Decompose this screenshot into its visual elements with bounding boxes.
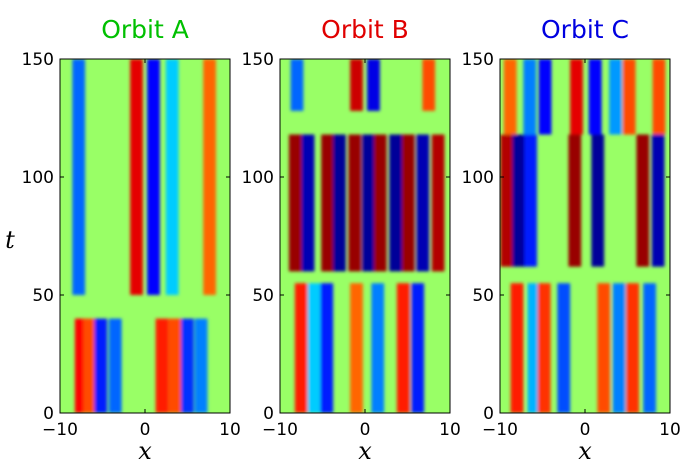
y-tick-label-3: 150 (242, 50, 274, 70)
stripe-0-1 (83, 318, 97, 413)
y-tick-label-3: 150 (22, 50, 54, 70)
stripe-1-0 (72, 59, 86, 295)
y-tick-label-0: 0 (263, 404, 274, 424)
stripe-1-10 (431, 134, 445, 272)
stripe-0-3 (557, 283, 571, 413)
stripe-1-0 (288, 134, 302, 272)
stripe-1-6 (651, 134, 665, 267)
x-tick-label-1: 0 (580, 420, 591, 440)
stripe-2-0 (290, 59, 304, 111)
stripe-0-4 (155, 318, 169, 413)
stripe-2-1 (523, 59, 537, 135)
stripe-2-2 (538, 59, 552, 135)
stripe-0-4 (597, 283, 611, 413)
stripe-2-0 (503, 59, 517, 135)
stripe-1-2 (147, 59, 160, 295)
y-tick-label-2: 100 (22, 168, 54, 188)
x-tick-label-1: 0 (360, 420, 371, 440)
stripe-2-3 (422, 59, 436, 111)
stripe-0-0 (510, 283, 524, 413)
stripe-2-1 (350, 59, 363, 111)
y-tick-label-1: 50 (32, 286, 54, 306)
stripe-2-2 (367, 59, 380, 111)
stripe-1-3 (568, 134, 582, 267)
chart-title: Orbit A (101, 15, 189, 44)
stripe-1-3 (165, 59, 179, 295)
stripe-0-3 (350, 283, 363, 413)
stripe-1-9 (416, 134, 430, 272)
y-tick-label-3: 150 (462, 50, 494, 70)
x-tick-label-2: 10 (439, 420, 461, 440)
stripe-1-1 (301, 134, 315, 272)
stripe-0-0 (294, 283, 308, 413)
stripe-0-6 (411, 283, 425, 413)
stripe-1-4 (591, 134, 605, 267)
y-axis-label: t (5, 226, 15, 254)
x-tick-label-0: −10 (482, 420, 518, 440)
stripe-2-5 (609, 59, 622, 135)
x-axis-label: x (358, 437, 372, 465)
x-tick-label-2: 10 (659, 420, 681, 440)
stripe-1-1 (512, 134, 526, 267)
stripe-0-6 (181, 318, 194, 413)
y-tick-label-1: 50 (252, 286, 274, 306)
stripe-1-1 (130, 59, 143, 295)
stripe-1-6 (373, 134, 387, 272)
stripe-0-5 (168, 318, 182, 413)
x-axis-label: x (138, 437, 152, 465)
chart-title: Orbit C (541, 15, 629, 44)
stripe-0-7 (643, 283, 656, 413)
stripe-2-6 (622, 59, 636, 135)
heatmap-field (500, 59, 670, 413)
stripe-2-7 (652, 59, 666, 135)
stripe-0-4 (371, 283, 385, 413)
stripe-0-7 (194, 318, 208, 413)
stripe-1-2 (321, 134, 334, 272)
stripe-1-2 (524, 134, 537, 267)
stripe-0-5 (612, 283, 626, 413)
stripe-0-1 (527, 283, 541, 413)
x-axis-label: x (578, 437, 592, 465)
stripe-1-5 (636, 134, 650, 267)
stripe-1-0 (500, 134, 514, 267)
y-tick-label-0: 0 (483, 404, 494, 424)
stripe-1-7 (389, 134, 402, 272)
heatmap-field (60, 59, 230, 413)
stripe-1-5 (362, 134, 375, 272)
y-tick-label-2: 100 (242, 168, 274, 188)
stripe-0-1 (307, 283, 321, 413)
y-tick-label-0: 0 (43, 404, 54, 424)
x-tick-label-1: 0 (140, 420, 151, 440)
stripe-0-2 (94, 318, 108, 413)
stripe-0-6 (626, 283, 639, 413)
stripe-1-3 (333, 134, 346, 272)
stripe-2-4 (588, 59, 602, 135)
heatmap-field (280, 59, 450, 413)
stripe-0-3 (108, 318, 122, 413)
y-tick-label-1: 50 (472, 286, 494, 306)
stripe-1-8 (401, 134, 415, 272)
stripe-1-4 (348, 134, 362, 272)
stripe-0-2 (537, 283, 551, 413)
x-tick-label-2: 10 (219, 420, 241, 440)
chart-title: Orbit B (321, 15, 409, 44)
stripe-1-4 (203, 59, 216, 295)
stripe-0-5 (396, 283, 410, 413)
x-tick-label-0: −10 (262, 420, 298, 440)
stripe-2-3 (570, 59, 583, 135)
stripe-0-2 (320, 283, 334, 413)
y-tick-label-2: 100 (462, 168, 494, 188)
x-tick-label-0: −10 (42, 420, 78, 440)
